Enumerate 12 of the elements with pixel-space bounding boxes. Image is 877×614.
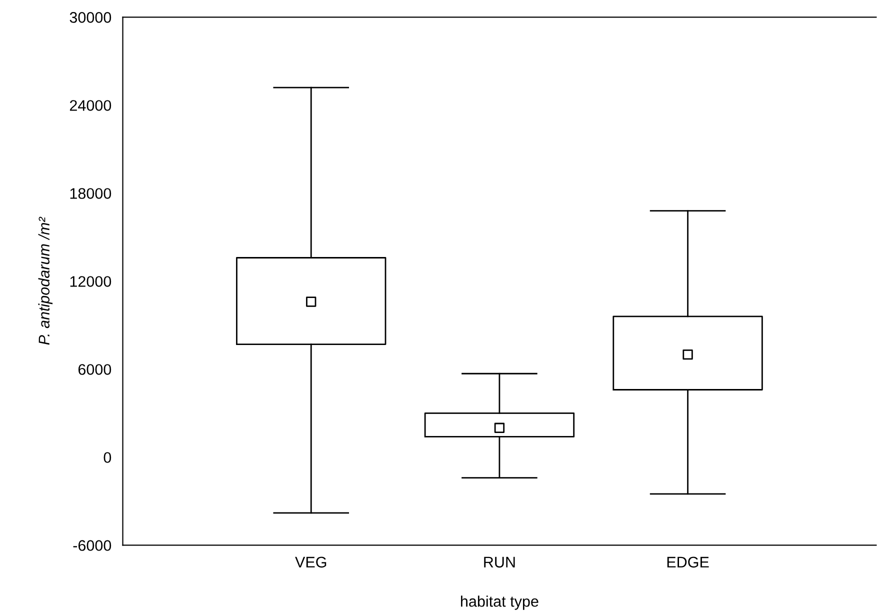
x-tick-label: EDGE bbox=[667, 556, 709, 568]
x-tick-label: VEG bbox=[295, 556, 326, 568]
y-tick-label: 6000 bbox=[78, 364, 112, 375]
y-tick-label: -6000 bbox=[73, 540, 112, 551]
y-tick-label: 18000 bbox=[70, 188, 112, 199]
x-tick-label: RUN bbox=[484, 556, 515, 568]
y-tick-label: 30000 bbox=[70, 12, 112, 23]
x-axis-title: habitat type bbox=[461, 596, 538, 610]
y-tick-label: 24000 bbox=[70, 100, 112, 111]
y-tick-label: 0 bbox=[104, 452, 112, 463]
y-tick-label: 12000 bbox=[70, 276, 112, 287]
y-axis-title: P. antipodarum /m² bbox=[38, 216, 53, 345]
